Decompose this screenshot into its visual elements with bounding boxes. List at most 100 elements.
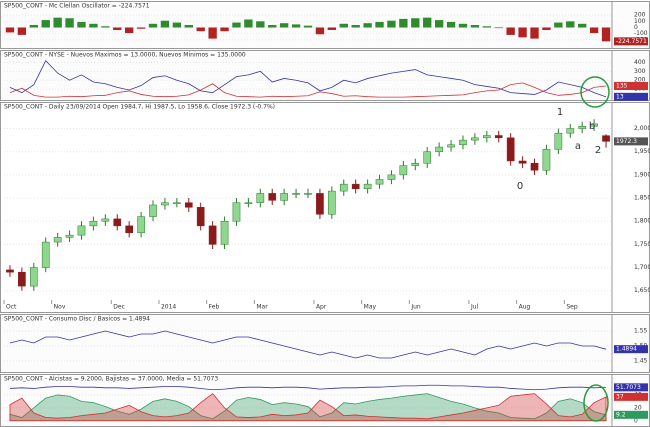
candle-body	[244, 202, 253, 204]
bar	[256, 21, 265, 28]
last-value-box	[614, 383, 648, 392]
y-tick-label: 400	[634, 59, 646, 66]
y-tick-label: 1,950	[634, 148, 650, 155]
y-tick-label: 1,850	[634, 195, 650, 202]
series-line	[9, 384, 607, 391]
candle-body	[29, 267, 38, 287]
bar	[351, 25, 360, 28]
highlight-circle	[580, 76, 610, 108]
bar	[387, 20, 396, 28]
bar	[148, 23, 158, 28]
bar	[5, 27, 15, 33]
x-tick-label: Nov	[54, 304, 66, 311]
candle-body	[77, 225, 86, 236]
last-value-box	[614, 82, 648, 90]
candle-body	[268, 193, 277, 201]
candle-body	[411, 163, 420, 166]
bar	[268, 25, 277, 28]
candle-body	[220, 220, 229, 245]
y-tick-label: 1,900	[634, 171, 650, 178]
candle-body	[113, 218, 122, 227]
x-tick-label: Feb	[209, 304, 220, 311]
y-tick-label: 1,650	[634, 287, 650, 294]
wave-label: b	[589, 121, 595, 132]
series-line	[9, 59, 607, 98]
bar	[196, 27, 205, 32]
last-value-label: 9.2	[616, 411, 626, 418]
candle-body	[423, 151, 432, 164]
bar	[506, 27, 515, 35]
candle-body	[208, 225, 217, 245]
last-value-box	[614, 37, 648, 46]
x-tick-label: Mar	[256, 304, 268, 311]
x-tick-label: Aug	[519, 304, 531, 311]
last-value-box	[614, 410, 648, 419]
bar	[339, 23, 348, 28]
candle-body	[530, 163, 539, 171]
candle-body	[363, 183, 372, 190]
bar	[554, 22, 563, 28]
bar	[232, 22, 241, 28]
candle-body	[590, 123, 598, 127]
candle-body	[506, 137, 515, 162]
candle-body	[18, 271, 26, 287]
last-value-box	[614, 92, 648, 101]
bar	[482, 26, 491, 28]
bar	[29, 25, 38, 28]
candle-body	[89, 220, 98, 227]
bar	[220, 27, 229, 32]
bar	[363, 23, 372, 28]
y-tick-label: 1,700	[634, 264, 650, 271]
candle-body	[399, 165, 408, 176]
candle-body	[578, 125, 587, 129]
y-tick-label: 1,750	[634, 241, 650, 248]
candle-body	[339, 183, 348, 192]
bar	[542, 27, 551, 30]
candle-body	[280, 193, 288, 201]
y-tick-label: 1.55	[634, 328, 648, 335]
candle-body	[447, 144, 455, 148]
panel-title: SP500_CONT - NYSE - Nuevos Maximos = 13.…	[4, 52, 246, 59]
panel-title: SP500_CONT - Alcistas = 9.2000, Bajistas…	[4, 376, 218, 383]
bar	[566, 21, 575, 28]
last-value-label: -224.7571	[616, 38, 647, 45]
candle-body	[471, 137, 479, 141]
last-value-box	[614, 392, 648, 401]
bar	[136, 27, 146, 29]
last-value-label: 1.4894	[616, 346, 637, 353]
last-value-label: 135	[616, 83, 628, 90]
panel-frame	[0, 102, 650, 313]
bar	[518, 27, 527, 38]
highlight-circle	[583, 384, 609, 422]
y-tick-label: 300	[634, 68, 646, 75]
candle-body	[173, 202, 181, 204]
candle-body	[149, 204, 157, 217]
candle-body	[184, 202, 193, 208]
bar	[125, 27, 134, 34]
last-value-label: 13	[616, 93, 624, 100]
panel-title: SP500_CONT - Mc Clellan Oscillator = -22…	[4, 3, 150, 10]
bar	[17, 27, 27, 35]
x-tick-label: Oct	[6, 304, 17, 311]
wave-label: 2	[595, 145, 601, 156]
candle-body	[602, 135, 610, 142]
x-tick-label: May	[364, 304, 377, 311]
last-value-label: 1972.3	[616, 138, 637, 145]
candle-body	[316, 193, 324, 215]
candle-body	[459, 139, 467, 146]
candle-body	[387, 174, 396, 180]
x-tick-label: 2014	[161, 304, 176, 311]
candle-body	[328, 190, 336, 215]
candle-body	[542, 149, 551, 171]
wave-label: a	[575, 141, 581, 152]
bar	[411, 18, 420, 28]
bar	[303, 25, 313, 28]
candle-body	[482, 135, 491, 139]
bar	[244, 19, 253, 28]
candle-body	[566, 128, 575, 134]
bar	[291, 24, 301, 28]
wave-label: 0	[517, 181, 523, 192]
bar	[65, 18, 74, 28]
